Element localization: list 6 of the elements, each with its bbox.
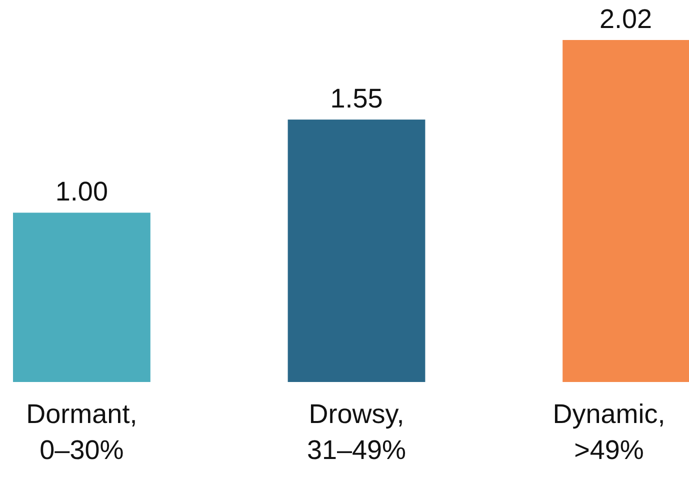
data-label: 2.02 [600, 4, 652, 34]
x-tick-label: Dynamic, >49% [552, 399, 666, 465]
x-tick-label: Dormant, 0–30% [26, 399, 138, 465]
data-label: 1.55 [330, 84, 383, 114]
data-label: 1.00 [55, 176, 108, 207]
x-tick-label: Drowsy, 31–49% [306, 399, 406, 465]
